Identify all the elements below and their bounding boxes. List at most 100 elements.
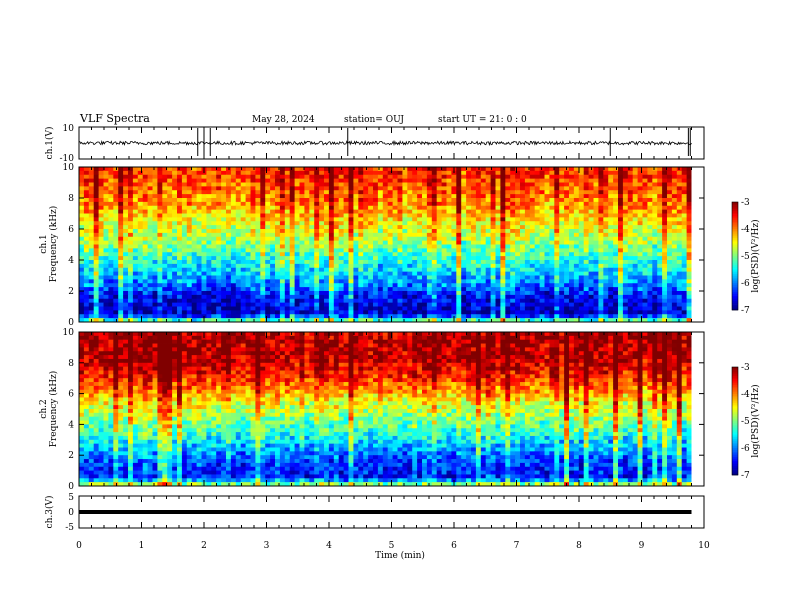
ch1-spectrogram-cell <box>177 221 183 226</box>
ch1-spectrogram-cell <box>529 186 536 191</box>
ch1-spectrogram-cell <box>142 221 148 226</box>
ch1-spectrogram-cell <box>221 314 227 319</box>
ch1-spectrogram-cell <box>524 298 531 304</box>
ch1-spectrogram-cell <box>132 190 139 195</box>
ch1-spectrogram-cell <box>647 248 653 253</box>
ch1-spectrogram-cell <box>466 291 472 296</box>
ch1-spectrogram-cell <box>422 236 428 242</box>
ch1-spectrogram-cell <box>132 217 139 222</box>
ch1-spectrogram-cell <box>564 236 570 242</box>
ch1-spectrogram-cell <box>485 174 491 180</box>
ch1-spectrogram-cell <box>412 271 418 276</box>
ch1-spectrogram-cell <box>216 240 222 245</box>
ch1-spectrogram-cell <box>186 298 193 304</box>
ch1-spectrogram-cell <box>573 260 580 265</box>
ch1-spectrogram-cell <box>544 167 550 172</box>
ch1-spectrogram-cell <box>123 248 129 253</box>
ch1-spectrogram-cell <box>181 186 188 191</box>
ch1-spectrogram-cell <box>289 267 295 273</box>
ch1-spectrogram-cell <box>451 229 457 234</box>
ch1-spectrogram-cell <box>583 318 589 323</box>
ch1-spectrogram-cell <box>569 275 575 280</box>
ch1-spectrogram-cell <box>118 283 124 288</box>
ch1-spectrogram-cell <box>490 287 496 292</box>
ch1-spectrogram-cell <box>265 244 271 249</box>
ch1-spectrogram-cell <box>456 221 462 226</box>
ch1-spectrogram-cell <box>284 252 291 257</box>
ch1-spectrogram-cell <box>407 271 413 276</box>
ch1-spectrogram-cell <box>402 236 408 242</box>
ch1-spectrogram-cell <box>79 178 85 183</box>
ch1-spectrogram-cell <box>343 306 349 311</box>
ch1-spectrogram-cell <box>431 291 438 296</box>
ch1-spectrogram-cell <box>98 302 104 307</box>
ch1-spectrogram-cell <box>495 205 501 211</box>
ch1-spectrogram-cell <box>230 240 237 245</box>
ch1-spectrogram-cell <box>510 271 516 276</box>
ch1-spectrogram-cell <box>275 298 281 304</box>
ch1-spectrogram-cell <box>289 217 295 222</box>
ch1-spectrogram-cell <box>632 248 638 253</box>
ch1-spectrogram-cell <box>642 170 648 176</box>
ch1-spectrogram-cell <box>637 283 643 288</box>
ch1-spectrogram-cell <box>172 287 178 292</box>
ch1-spectrogram-cell <box>578 248 585 253</box>
ch1-spectrogram-cell <box>270 186 276 191</box>
ch1-spectrogram-cell <box>206 267 212 273</box>
ch1-spectrogram-cell <box>593 178 599 183</box>
ch1-spectrogram-cell <box>539 294 545 300</box>
ch1-spectrogram-cell <box>270 201 276 207</box>
ch1-spectrogram-cell <box>289 314 295 319</box>
ch1-spectrogram-cell <box>230 256 237 261</box>
ch1-spectrogram-cell <box>338 236 344 242</box>
ch1-spectrogram-cell <box>549 291 555 296</box>
ch1-spectrogram-cell <box>279 198 286 203</box>
ch1-spectrogram-cell <box>534 232 540 238</box>
ch1-spectrogram-cell <box>373 244 379 249</box>
ch1-spectrogram-cell <box>353 260 359 265</box>
ch1-spectrogram-cell <box>657 170 663 176</box>
ch1-spectrogram-cell <box>172 205 178 211</box>
ch1-spectrogram-cell <box>108 283 114 288</box>
ch1-spectrogram-cell <box>88 294 95 300</box>
ch1-spectrogram-cell <box>211 232 217 238</box>
ch1-spectrogram-cell <box>88 186 95 191</box>
ch1-spectrogram-cell <box>583 213 589 218</box>
ch1-spectrogram-cell <box>93 174 99 180</box>
ch1-spectrogram-cell <box>338 306 344 311</box>
ch1-spectrogram-cell <box>583 271 589 276</box>
ch1-spectrogram-cell <box>358 294 364 300</box>
ch1-spectrogram-cell <box>632 186 638 191</box>
ch1-spectrogram-cell <box>652 236 658 242</box>
ch1-spectrogram-cell <box>603 240 609 245</box>
ch1-spectrogram-cell <box>118 310 124 315</box>
ch1-spectrogram-cell <box>221 178 227 183</box>
ch1-spectrogram-cell <box>324 256 330 261</box>
ch1-spectrogram-cell <box>667 275 673 280</box>
ch1-spectrogram-cell <box>613 260 619 265</box>
ch1-spectrogram-cell <box>83 198 90 203</box>
ch1-spectrogram-cell <box>618 170 624 176</box>
ch1-spectrogram-cell <box>500 186 506 191</box>
ch1-spectrogram-cell <box>392 167 398 172</box>
ch1-spectrogram-cell <box>206 252 212 257</box>
ch1-spectrogram-cell <box>593 229 599 234</box>
ch1-spectrogram-cell <box>382 248 389 253</box>
ch1-spectrogram-cell <box>328 182 335 187</box>
ch1-spectrogram-cell <box>667 279 673 284</box>
ch1-spectrogram-cell <box>407 186 413 191</box>
ch1-spectrogram-cell <box>230 186 237 191</box>
ch1-spectrogram-cell <box>162 198 168 203</box>
ch1-spectrogram-cell <box>524 302 531 307</box>
ch1-spectrogram-cell <box>637 267 643 273</box>
ch1-spectrogram-cell <box>647 229 653 234</box>
ch1-spectrogram-cell <box>422 248 428 253</box>
ch1-spectrogram-cell <box>618 205 624 211</box>
ch1-spectrogram-cell <box>319 178 325 183</box>
ch1-spectrogram-cell <box>118 213 124 218</box>
ch1-spectrogram-cell <box>642 225 648 230</box>
ch1-spectrogram-cell <box>382 240 389 245</box>
ch1-spectrogram-cell <box>162 205 168 211</box>
ch1-spectrogram-cell <box>211 306 217 311</box>
ch1-spectrogram-cell <box>216 198 222 203</box>
